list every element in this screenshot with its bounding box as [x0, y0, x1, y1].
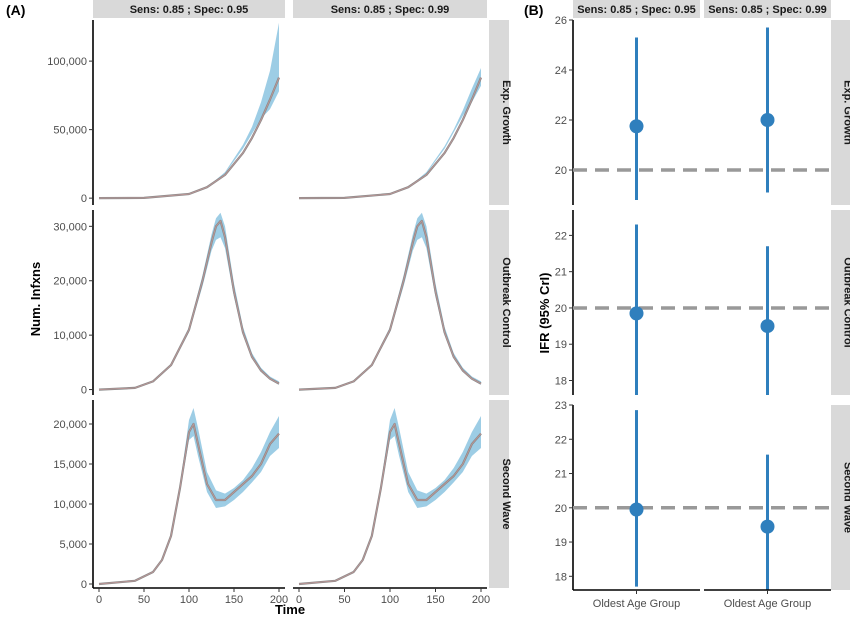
true-curve-second-wave-2 — [299, 424, 481, 584]
panel-a-label: (A) — [6, 2, 25, 18]
y-tick-label: 21 — [555, 267, 567, 279]
panel-a-row-label: Exp. Growth — [500, 80, 512, 145]
x-tick-label: 200 — [270, 594, 288, 606]
y-tick-label: 21 — [555, 469, 567, 481]
ifr-point-outbreak-control-1 — [630, 306, 644, 320]
y-tick-label: 20,000 — [53, 276, 87, 288]
ifr-point-second-wave-1 — [630, 502, 644, 516]
y-tick-label: 26 — [555, 15, 567, 27]
panel-a-strip-label: Sens: 0.85 ; Spec: 0.95 — [130, 4, 249, 16]
credible-band-exp-growth-2 — [299, 68, 481, 198]
ifr-point-exp-growth-1 — [630, 119, 644, 133]
x-category-label: Oldest Age Group — [593, 598, 680, 610]
panel-a-y-axis-title: Num. Infxns — [28, 262, 43, 336]
true-curve-exp-growth-1 — [99, 78, 279, 199]
y-tick-label: 20 — [555, 303, 567, 315]
true-curve-exp-growth-2 — [299, 78, 481, 199]
y-tick-label: 100,000 — [47, 56, 87, 68]
x-tick-label: 50 — [138, 594, 150, 606]
panel-a-row-label: Second Wave — [500, 458, 512, 529]
y-tick-label: 0 — [81, 579, 87, 591]
panel-b-strip-label: Sens: 0.85 ; Spec: 0.99 — [708, 4, 827, 16]
credible-band-outbreak-control-1 — [99, 213, 279, 390]
y-tick-label: 22 — [555, 434, 567, 446]
mean-curve-second-wave-1 — [99, 424, 279, 584]
x-tick-label: 100 — [381, 594, 399, 606]
true-curve-outbreak-control-1 — [99, 221, 279, 390]
y-tick-label: 18 — [555, 375, 567, 387]
panel-b-row-label: Outbreak Control — [842, 257, 850, 347]
x-category-label: Oldest Age Group — [724, 598, 811, 610]
y-tick-label: 20,000 — [53, 419, 87, 431]
y-tick-label: 20 — [555, 503, 567, 515]
y-tick-label: 50,000 — [53, 125, 87, 137]
x-tick-label: 0 — [96, 594, 102, 606]
panel-b-ifr-estimates: Sens: 0.85 ; Spec: 0.95 Sens: 0.85 ; Spec… — [555, 0, 850, 610]
y-tick-label: 30,000 — [53, 221, 87, 233]
panel-a-time-series: Sens: 0.85 ; Spec: 0.95 Sens: 0.85 ; Spec… — [47, 0, 512, 606]
ifr-point-exp-growth-2 — [761, 113, 775, 127]
mean-curve-second-wave-2 — [299, 424, 481, 584]
y-tick-label: 19 — [555, 339, 567, 351]
y-tick-label: 18 — [555, 571, 567, 583]
x-tick-label: 150 — [426, 594, 444, 606]
y-tick-label: 0 — [81, 385, 87, 397]
panel-b-label: (B) — [524, 2, 543, 18]
panel-a-row-label: Outbreak Control — [500, 257, 512, 347]
ifr-point-second-wave-2 — [761, 520, 775, 534]
credible-band-outbreak-control-2 — [299, 213, 481, 390]
true-curve-outbreak-control-2 — [299, 221, 481, 390]
y-tick-label: 20 — [555, 165, 567, 177]
x-tick-label: 100 — [180, 594, 198, 606]
y-tick-label: 10,000 — [53, 330, 87, 342]
panel-b-y-axis-title: IFR (95% CrI) — [537, 273, 552, 354]
y-tick-label: 24 — [555, 65, 567, 77]
y-tick-label: 0 — [81, 193, 87, 205]
x-tick-label: 0 — [296, 594, 302, 606]
y-tick-label: 5,000 — [59, 539, 87, 551]
mean-curve-outbreak-control-1 — [99, 221, 279, 390]
ifr-point-outbreak-control-2 — [761, 319, 775, 333]
x-tick-label: 50 — [338, 594, 350, 606]
panel-b-row-label: Second Wave — [842, 462, 850, 533]
y-tick-label: 22 — [555, 230, 567, 242]
y-tick-label: 19 — [555, 537, 567, 549]
x-tick-label: 200 — [472, 594, 490, 606]
credible-band-exp-growth-1 — [99, 23, 279, 198]
x-tick-label: 150 — [225, 594, 243, 606]
y-tick-label: 23 — [555, 400, 567, 412]
panel-a-strip-label: Sens: 0.85 ; Spec: 0.99 — [331, 4, 450, 16]
y-tick-label: 22 — [555, 115, 567, 127]
panel-b-strip-label: Sens: 0.85 ; Spec: 0.95 — [577, 4, 696, 16]
panel-b-row-label: Exp. Growth — [842, 80, 850, 145]
y-tick-label: 15,000 — [53, 459, 87, 471]
y-tick-label: 10,000 — [53, 499, 87, 511]
true-curve-second-wave-1 — [99, 424, 279, 584]
mean-curve-outbreak-control-2 — [299, 221, 481, 390]
